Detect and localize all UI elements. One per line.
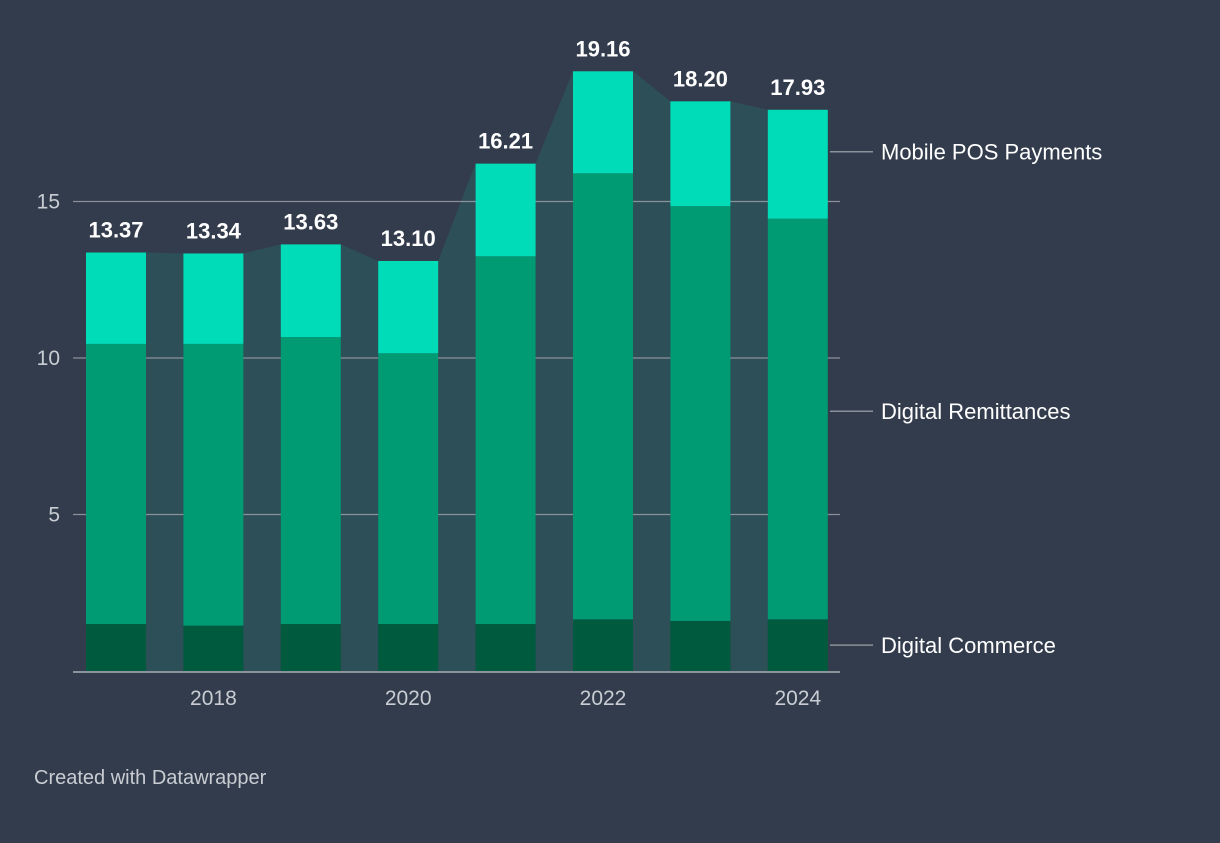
bar-segment — [670, 620, 731, 671]
connector-band — [535, 71, 573, 672]
bars — [86, 71, 828, 671]
x-tick-labels: 2018 2020 2022 2024 — [190, 687, 821, 710]
x-tick-label: 2024 — [774, 687, 821, 710]
y-tick-label: 5 — [48, 504, 60, 527]
bar-segment — [767, 218, 828, 620]
value-label: 13.37 — [88, 218, 143, 243]
value-label: 17.93 — [770, 75, 825, 100]
bar-segment — [280, 244, 341, 338]
bar-segment — [86, 624, 146, 671]
bar-segment — [670, 101, 731, 207]
value-labels: 13.37 13.34 13.63 13.10 16.21 19.16 18.20 17.93 — [88, 36, 825, 251]
bar-segment — [767, 109, 828, 219]
bar-segment — [280, 337, 341, 625]
x-tick-label: 2022 — [580, 687, 627, 710]
bar-segment — [670, 206, 731, 621]
legend-label: Mobile POS Payments — [881, 140, 1102, 165]
bar-segment — [378, 260, 439, 354]
bar-segment — [86, 343, 146, 625]
bar-segment — [573, 71, 633, 174]
legend: Digital Commerce Digital Remittances Mobil… — [830, 140, 1102, 658]
value-label: 18.20 — [673, 66, 728, 91]
value-label: 13.34 — [186, 218, 242, 243]
value-label: 13.63 — [283, 209, 338, 234]
bar-segment — [767, 619, 828, 671]
bar-segment — [86, 252, 146, 344]
connector-band — [340, 244, 379, 672]
credit-text: Created with Datawrapper — [34, 767, 267, 789]
connector-band — [633, 71, 671, 672]
bar-segment — [183, 253, 244, 344]
bar-segment — [378, 624, 439, 671]
value-label: 13.10 — [381, 226, 436, 251]
bar-segment — [378, 353, 439, 625]
bar-segment — [475, 163, 536, 257]
legend-label: Digital Remittances — [881, 399, 1071, 424]
connector-band — [730, 101, 768, 672]
connector-band — [243, 244, 281, 672]
bar-segment — [280, 624, 341, 671]
connector-band — [146, 252, 184, 672]
legend-label: Digital Commerce — [881, 633, 1056, 658]
y-tick-label: 10 — [37, 347, 60, 370]
value-label: 16.21 — [478, 129, 533, 154]
y-tick-label: 15 — [37, 191, 60, 214]
connector-band — [438, 163, 476, 671]
connector-bands — [146, 71, 768, 672]
bar-segment — [573, 619, 633, 671]
bar-segment — [183, 625, 244, 671]
x-tick-label: 2020 — [385, 687, 432, 710]
bar-segment — [183, 343, 244, 626]
value-label: 19.16 — [575, 36, 630, 61]
bar-segment — [475, 256, 536, 625]
bar-segment — [475, 624, 536, 671]
x-tick-label: 2018 — [190, 687, 237, 710]
bar-segment — [573, 173, 633, 620]
